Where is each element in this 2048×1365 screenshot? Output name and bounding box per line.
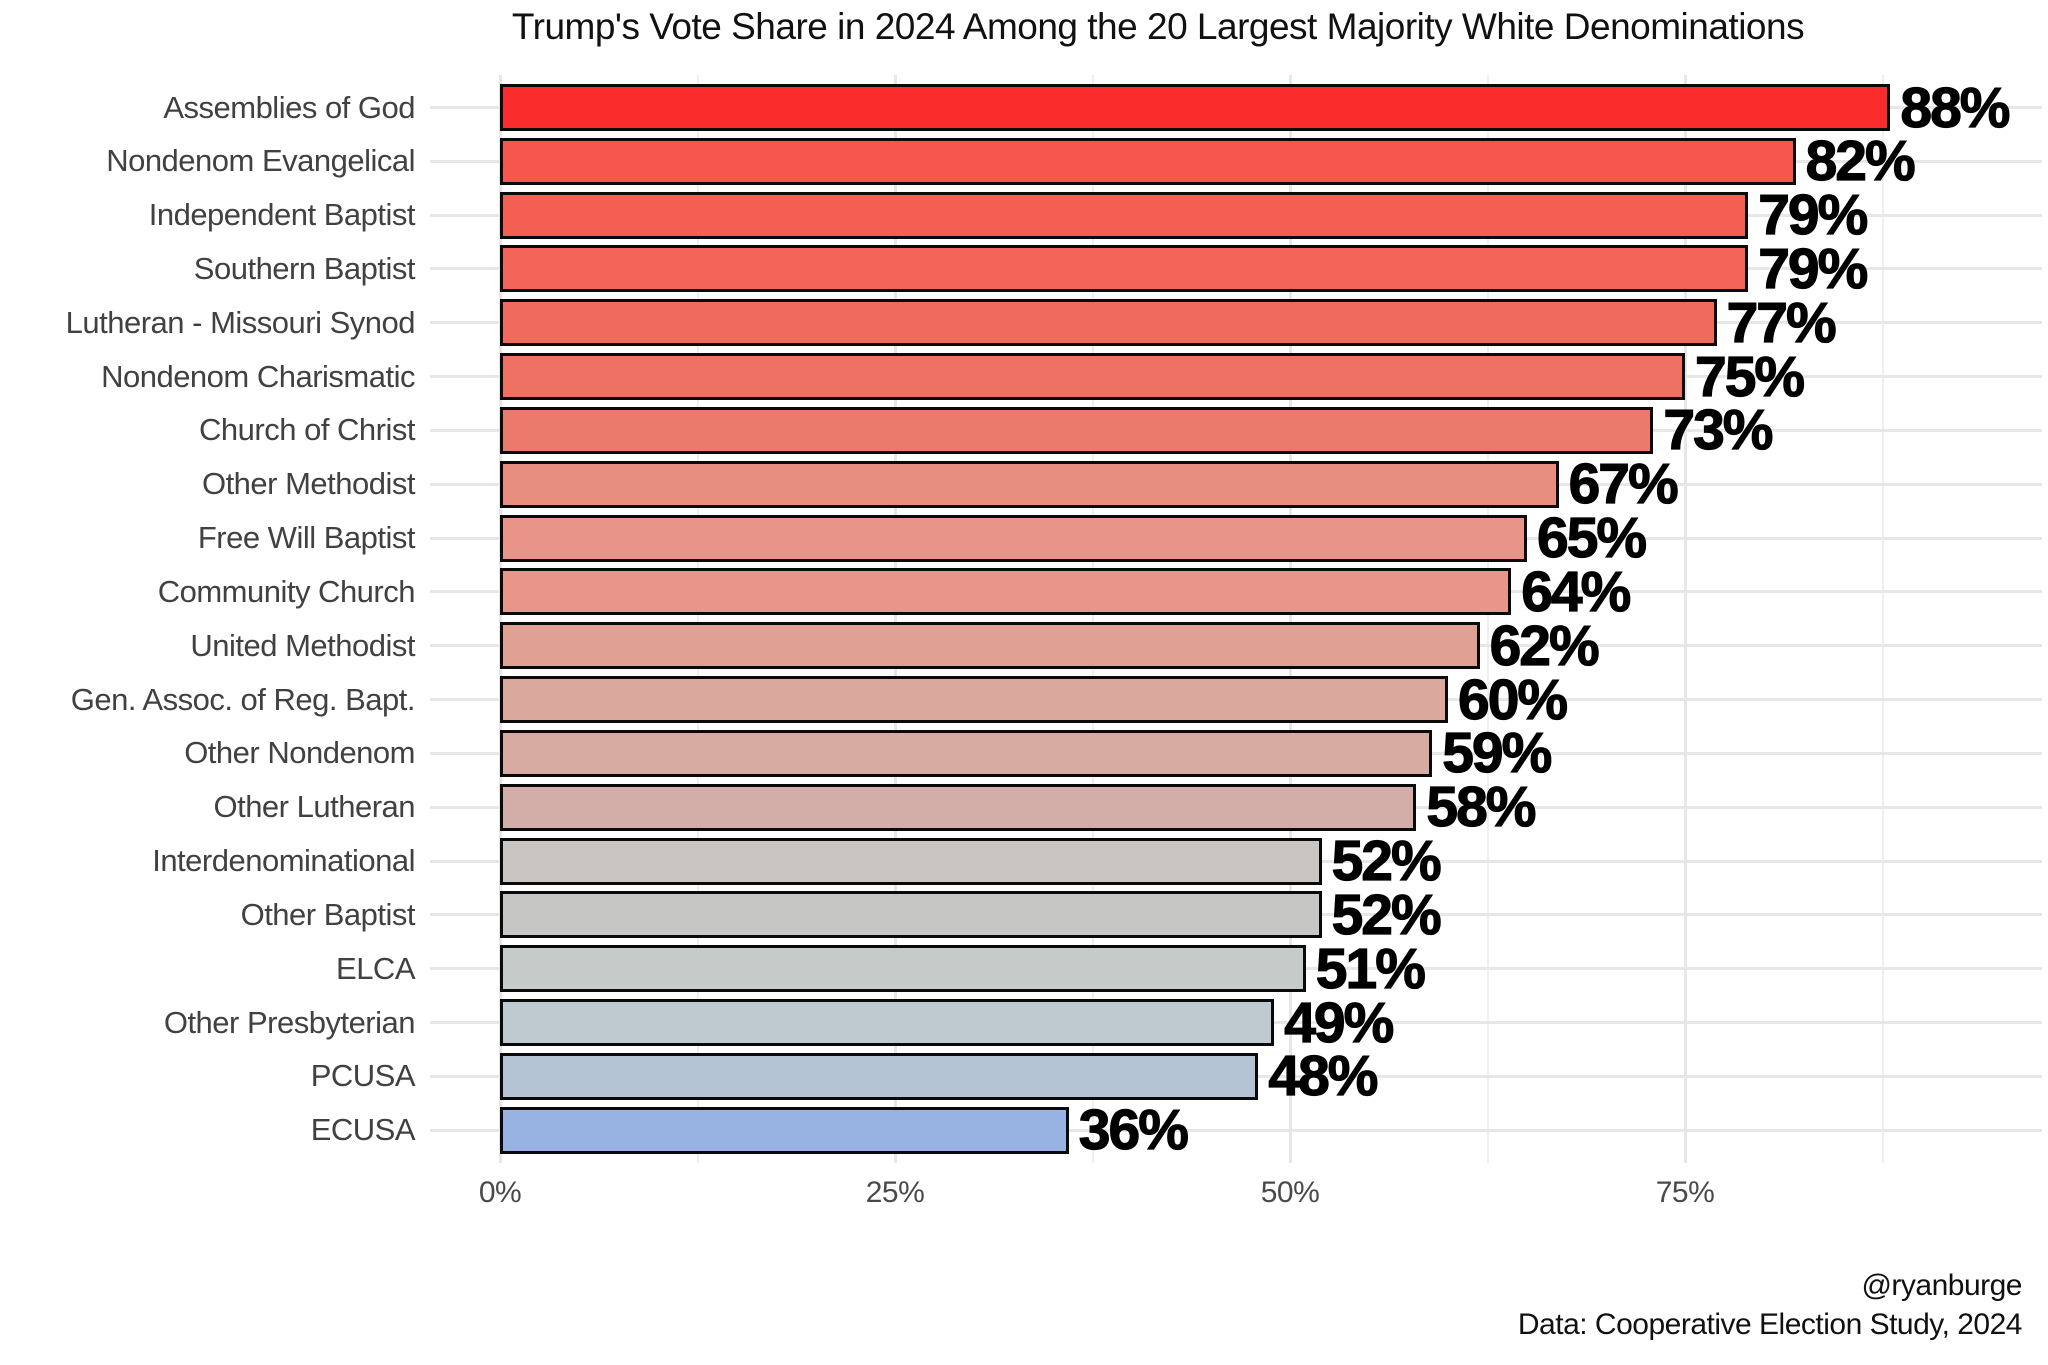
value-label: 64%: [1521, 559, 1632, 624]
value-label: 60%: [1457, 667, 1568, 732]
bar: [500, 783, 1417, 831]
gridline-major-horizontal: [430, 1128, 2042, 1132]
value-label: 52%: [1331, 829, 1442, 894]
gridline-major-vertical: [893, 75, 897, 1163]
value-label: 88%: [1900, 75, 2011, 140]
value-label: 79%: [1758, 236, 1869, 301]
value-label: 77%: [1726, 290, 1837, 355]
x-tick-label: 0%: [478, 1176, 522, 1209]
bar: [500, 514, 1527, 562]
gridline-minor-vertical: [696, 75, 699, 1163]
category-label: Other Lutheran: [213, 789, 415, 825]
value-label: 67%: [1568, 452, 1679, 517]
value-label: 58%: [1426, 775, 1537, 840]
bar: [500, 1052, 1259, 1100]
category-label: Free Will Baptist: [197, 520, 416, 556]
plot-panel: [430, 75, 2042, 1163]
value-label: 75%: [1694, 344, 1805, 409]
attribution: @ryanburge Data: Cooperative Election St…: [1517, 1266, 2023, 1344]
bar: [500, 460, 1559, 508]
x-tick-label: 75%: [1655, 1176, 1715, 1209]
category-label: United Methodist: [190, 627, 415, 663]
category-label: Lutheran - Missouri Synod: [65, 304, 416, 340]
gridline-minor-vertical: [1881, 75, 1884, 1163]
bar: [500, 137, 1796, 185]
value-label: 82%: [1805, 129, 1916, 194]
category-label: Independent Baptist: [148, 197, 416, 233]
category-label: Community Church: [157, 573, 416, 609]
category-label: Interdenominational: [152, 843, 415, 879]
category-label: Other Nondenom: [184, 735, 415, 771]
chart-title: Trump's Vote Share in 2024 Among the 20 …: [511, 6, 1805, 47]
category-label: Nondenom Charismatic: [101, 358, 415, 394]
x-tick-label: 25%: [865, 1176, 925, 1209]
bar: [500, 622, 1480, 670]
category-label: ELCA: [336, 950, 415, 986]
category-label: Other Baptist: [240, 896, 416, 932]
category-label: ECUSA: [310, 1112, 416, 1148]
category-label: Other Presbyterian: [163, 1004, 416, 1040]
bar: [500, 837, 1322, 885]
value-label: 59%: [1442, 721, 1553, 786]
bar: [500, 945, 1306, 993]
value-label: 52%: [1331, 882, 1442, 947]
value-label: 62%: [1489, 613, 1600, 678]
category-label: Other Methodist: [201, 466, 416, 502]
value-label: 51%: [1315, 936, 1426, 1001]
gridline-minor-vertical: [1091, 75, 1094, 1163]
gridline-major-vertical: [1288, 75, 1292, 1163]
bar: [500, 1106, 1069, 1154]
value-label: 65%: [1536, 506, 1647, 571]
category-label: Gen. Assoc. of Reg. Bapt.: [70, 681, 416, 717]
value-label: 79%: [1758, 183, 1869, 248]
bar: [500, 891, 1322, 939]
category-label: Nondenom Evangelical: [106, 143, 415, 179]
attribution-source: Data: Cooperative Election Study, 2024: [1517, 1308, 2023, 1341]
bar: [500, 353, 1685, 401]
bar: [500, 191, 1749, 239]
value-label: 48%: [1268, 1044, 1379, 1109]
bar: [500, 999, 1275, 1047]
value-label: 73%: [1663, 398, 1774, 463]
bar: [500, 729, 1433, 777]
x-tick-label: 50%: [1260, 1176, 1320, 1209]
category-label: Southern Baptist: [193, 250, 416, 286]
bar: [500, 676, 1448, 724]
gridline-minor-vertical: [1486, 75, 1489, 1163]
bar: [500, 406, 1654, 454]
category-label: Assemblies of God: [163, 89, 415, 125]
attribution-handle: @ryanburge: [1861, 1269, 2022, 1302]
category-label: PCUSA: [310, 1058, 416, 1094]
gridline-major-vertical: [498, 75, 502, 1163]
category-label: Church of Christ: [199, 412, 415, 448]
bar: [500, 84, 1891, 131]
bar: [500, 245, 1749, 293]
bar: [500, 568, 1512, 616]
value-label: 36%: [1078, 1098, 1189, 1163]
bar: [500, 299, 1717, 347]
value-label: 49%: [1284, 990, 1395, 1055]
gridline-major-vertical: [1683, 75, 1687, 1163]
